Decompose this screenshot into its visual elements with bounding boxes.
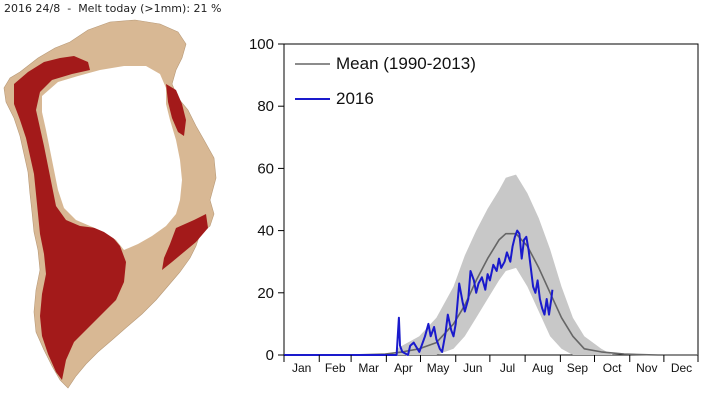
x-tick-label: Apr <box>394 361 413 375</box>
x-tick-label: Sep <box>567 361 589 375</box>
legend-label: Mean (1990-2013) <box>336 54 476 73</box>
x-tick-label: Nov <box>636 361 657 375</box>
greenland-melt-southeast <box>162 214 208 270</box>
y-tick-label: 40 <box>257 223 274 240</box>
y-tick-label: 80 <box>257 98 274 115</box>
series-2016-line <box>284 229 554 356</box>
header-melt-label: Melt today (>1mm): <box>78 2 191 15</box>
x-tick-label: Jan <box>292 361 311 375</box>
header-separator: - <box>67 2 72 15</box>
y-tick-label: 100 <box>249 36 274 53</box>
x-tick-label: Oct <box>603 361 622 375</box>
plot-frame <box>283 43 699 356</box>
greenland-melt-area <box>14 56 126 380</box>
greenland-ice-sheet <box>42 66 182 250</box>
mean-series-line <box>284 232 698 356</box>
header-line: 2016 24/8 - Melt today (>1mm): 21 % <box>4 2 221 15</box>
y-tick-label: 0 <box>266 347 274 364</box>
x-tick-label: Aug <box>532 361 553 375</box>
x-tick-label: Jul <box>500 361 515 375</box>
x-tick-label: May <box>427 361 450 375</box>
header-melt-value: 21 % <box>193 2 222 15</box>
y-tick-label: 20 <box>257 285 274 302</box>
x-tick-label: Mar <box>358 361 379 375</box>
greenland-melt-map <box>3 19 217 389</box>
legend-label: 2016 <box>336 89 374 108</box>
x-tick-label: Feb <box>325 361 346 375</box>
y-tick-label: 60 <box>257 160 274 177</box>
header-date: 2016 24/8 <box>4 2 61 15</box>
greenland-melt-east <box>166 84 186 136</box>
x-tick-label: Jun <box>463 361 482 375</box>
x-tick-label: Dec <box>671 361 692 375</box>
